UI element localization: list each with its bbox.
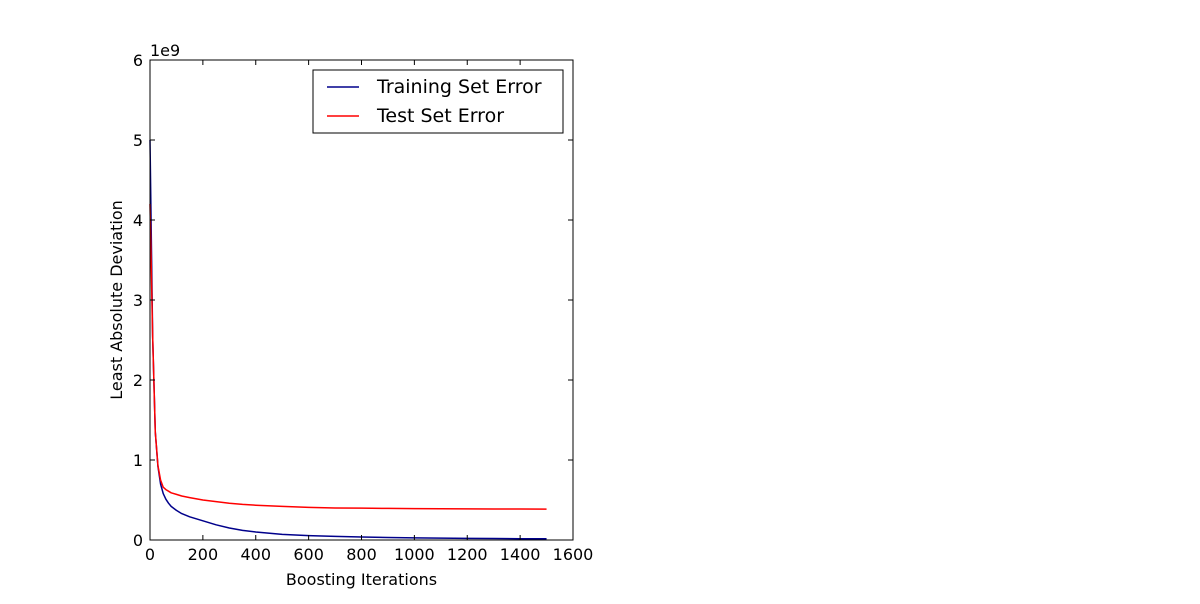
y-tick-label: 6 [133, 51, 143, 70]
y-tick-label: 3 [133, 291, 143, 310]
x-tick-label: 1600 [553, 545, 594, 564]
x-tick-label: 200 [188, 545, 219, 564]
legend-label-test: Test Set Error [376, 105, 504, 127]
tick-layer [149, 59, 574, 541]
y-axis-label: Least Absolute Deviation [107, 200, 126, 400]
x-tick-label: 0 [145, 545, 155, 564]
y-offset-label: 1e9 [150, 41, 180, 60]
x-tick-label: 1200 [447, 545, 488, 564]
legend-box [312, 69, 564, 134]
y-tick-label: 5 [133, 131, 143, 150]
legend-label-training: Training Set Error [376, 76, 542, 98]
x-tick-label: 600 [293, 545, 324, 564]
y-tick-label: 1 [133, 451, 143, 470]
legend: Training Set Error Test Set Error [312, 69, 564, 134]
x-tick-label: 1000 [394, 545, 435, 564]
series-layer [149, 139, 547, 540]
series-line-training [149, 139, 547, 540]
tick-label-layer: 0 200 400 600 800 1000 1200 1400 1600 0 1 2 3 4 5 6 [133, 51, 594, 564]
x-tick-label: 400 [240, 545, 271, 564]
x-tick-label: 800 [346, 545, 377, 564]
series-line-test [149, 203, 547, 510]
y-tick-label: 4 [133, 211, 143, 230]
x-axis-label: Boosting Iterations [286, 570, 437, 589]
x-tick-label: 1400 [500, 545, 541, 564]
y-tick-label: 2 [133, 371, 143, 390]
y-tick-label: 0 [133, 531, 143, 550]
